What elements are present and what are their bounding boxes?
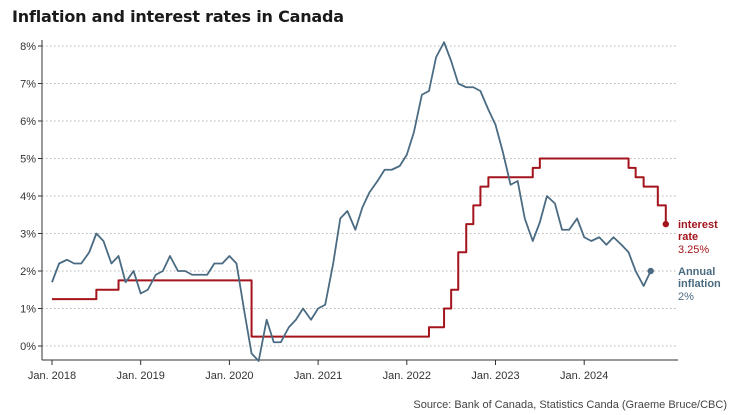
y-tick-label: 1% — [20, 304, 36, 316]
y-tick-label: 4% — [20, 191, 36, 203]
source-note: Source: Bank of Canada, Statistics Canda… — [413, 399, 727, 411]
y-tick-label: 8% — [20, 41, 36, 53]
x-tick-label: Jan. 2024 — [560, 370, 608, 382]
inflation-line — [51, 41, 652, 362]
y-tick-label: 7% — [20, 79, 36, 91]
series-lines — [51, 41, 667, 362]
x-tick-label: Jan. 2018 — [28, 370, 76, 382]
inflation-label: Annual — [678, 266, 715, 278]
x-tick-label: Jan. 2021 — [294, 370, 342, 382]
gridlines — [42, 45, 678, 347]
y-tick-label: 6% — [20, 116, 36, 128]
interest_rate-value-label: 3.25% — [678, 244, 709, 256]
y-tick-label: 5% — [20, 154, 36, 166]
interest_rate-end-point — [662, 220, 670, 228]
inflation-label: inflation — [678, 278, 721, 290]
x-tick-label: Jan. 2020 — [205, 370, 253, 382]
y-tick-label: 3% — [20, 229, 36, 241]
x-tick-label: Jan. 2023 — [471, 370, 519, 382]
interest_rate-label: rate — [678, 231, 698, 243]
interest_rate-label: interest — [678, 219, 718, 231]
x-tick-label: Jan. 2022 — [383, 370, 431, 382]
axes: 0% 1% 2% 3% 4% 5% 6% 7% 8% Jan. 2018 Jan. 2019 Jan.… — [20, 40, 678, 382]
y-tick-label: 2% — [20, 266, 36, 278]
interest_rate-line — [52, 157, 667, 338]
chart-title: Inflation and interest rates in Canada — [12, 7, 344, 26]
x-tick-label: Jan. 2019 — [117, 370, 165, 382]
inflation-end-point — [647, 267, 654, 275]
y-tick-label: 0% — [20, 341, 36, 353]
inflation-value-label: 2% — [678, 291, 694, 303]
